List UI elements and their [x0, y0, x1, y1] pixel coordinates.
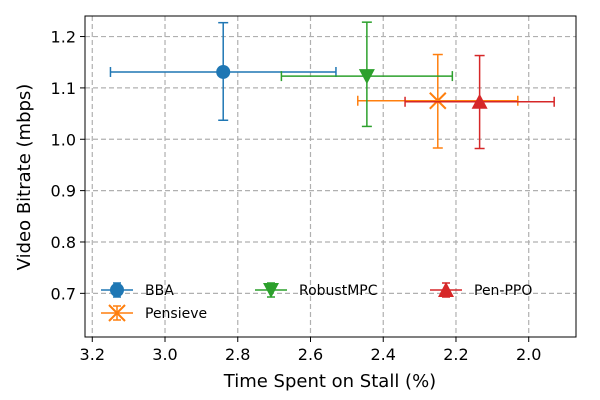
y-tick-label: 1.2 [51, 28, 76, 47]
legend: BBA Pensieve RobustMPC Pen-PPO [101, 282, 532, 322]
legend-label: Pen-PPO [474, 283, 532, 299]
pen-ppo-point [471, 93, 488, 109]
y-tick-label: 0.8 [51, 233, 76, 252]
legend-item-bba: BBA [101, 282, 174, 299]
y-tick-label: 1.0 [51, 130, 76, 149]
x-tick-label: 3.2 [80, 345, 105, 364]
legend-swatch-marker [263, 283, 279, 298]
legend-swatch-marker [110, 283, 124, 297]
series-layer [109, 21, 555, 150]
series-robustmpc [280, 21, 454, 128]
legend-swatch-marker [108, 304, 126, 322]
robustmpc-point [358, 69, 375, 85]
x-tick-label: 2.6 [298, 345, 323, 364]
plot-frame [84, 15, 577, 338]
legend-item-pensieve: Pensieve [101, 304, 207, 322]
y-axis-label: Video Bitrate (mbps) [14, 84, 35, 271]
x-tick-label: 2.2 [443, 345, 468, 364]
series-bba [109, 21, 337, 122]
legend-item-pen-ppo: Pen-PPO [430, 282, 532, 299]
x-tick-label: 2.4 [371, 345, 396, 364]
pensieve-point-stroke [429, 92, 447, 110]
x-tick-label: 3.0 [152, 345, 177, 364]
bba-point [216, 64, 231, 79]
legend-label: Pensieve [145, 306, 207, 322]
x-tick-label: 2.8 [225, 345, 250, 364]
legend-label: RobustMPC [299, 283, 378, 299]
y-tick-label: 0.9 [51, 182, 76, 201]
pensieve-point [429, 92, 447, 110]
x-axis-label: Time Spent on Stall (%) [223, 371, 436, 392]
legend-swatch-marker-stroke [108, 304, 126, 322]
y-tick-label: 1.1 [51, 79, 76, 98]
legend-swatch-marker [438, 282, 454, 297]
x-tick-label: 2.0 [516, 345, 541, 364]
series-pen-ppo [404, 54, 555, 150]
legend-item-robustmpc: RobustMPC [255, 282, 378, 299]
legend-label: BBA [145, 283, 174, 299]
grid-layer [85, 16, 576, 337]
y-tick-label: 0.7 [51, 284, 76, 303]
tick-layer: 3.2 3.0 2.8 2.6 2.4 2.2 2.0 0.7 0.8 0.9 1.0 1.1 1.2 [51, 28, 542, 364]
